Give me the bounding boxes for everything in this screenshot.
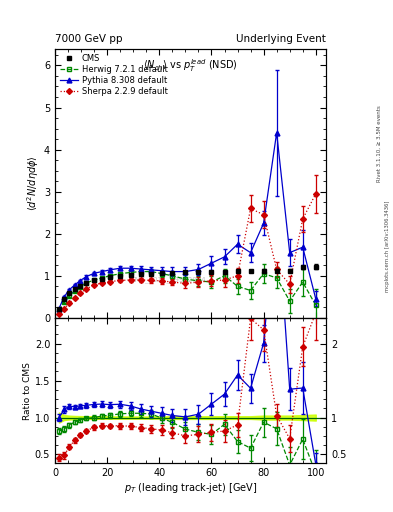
X-axis label: $p_T$ (leading track-jet) [GeV]: $p_T$ (leading track-jet) [GeV] [124,481,257,495]
Legend: CMS, Herwig 7.2.1 default, Pythia 8.308 default, Sherpa 2.2.9 default: CMS, Herwig 7.2.1 default, Pythia 8.308 … [57,51,170,98]
Text: mcplots.cern.ch [arXiv:1306.3436]: mcplots.cern.ch [arXiv:1306.3436] [385,200,389,291]
Text: Rivet 3.1.10, ≥ 3.5M events: Rivet 3.1.10, ≥ 3.5M events [377,105,382,182]
Text: CMS_2011_S9912004: CMS_2011_S9912004 [131,276,207,283]
Text: Underlying Event: Underlying Event [236,33,326,44]
Y-axis label: Ratio to CMS: Ratio to CMS [23,361,32,419]
Text: $\langle N_{ch}\rangle$ vs $p_T^{lead}$ (NSD): $\langle N_{ch}\rangle$ vs $p_T^{lead}$ … [143,57,238,74]
Y-axis label: $\langle d^2 N/d\eta d\phi\rangle$: $\langle d^2 N/d\eta d\phi\rangle$ [25,155,41,211]
Text: 7000 GeV pp: 7000 GeV pp [55,33,123,44]
